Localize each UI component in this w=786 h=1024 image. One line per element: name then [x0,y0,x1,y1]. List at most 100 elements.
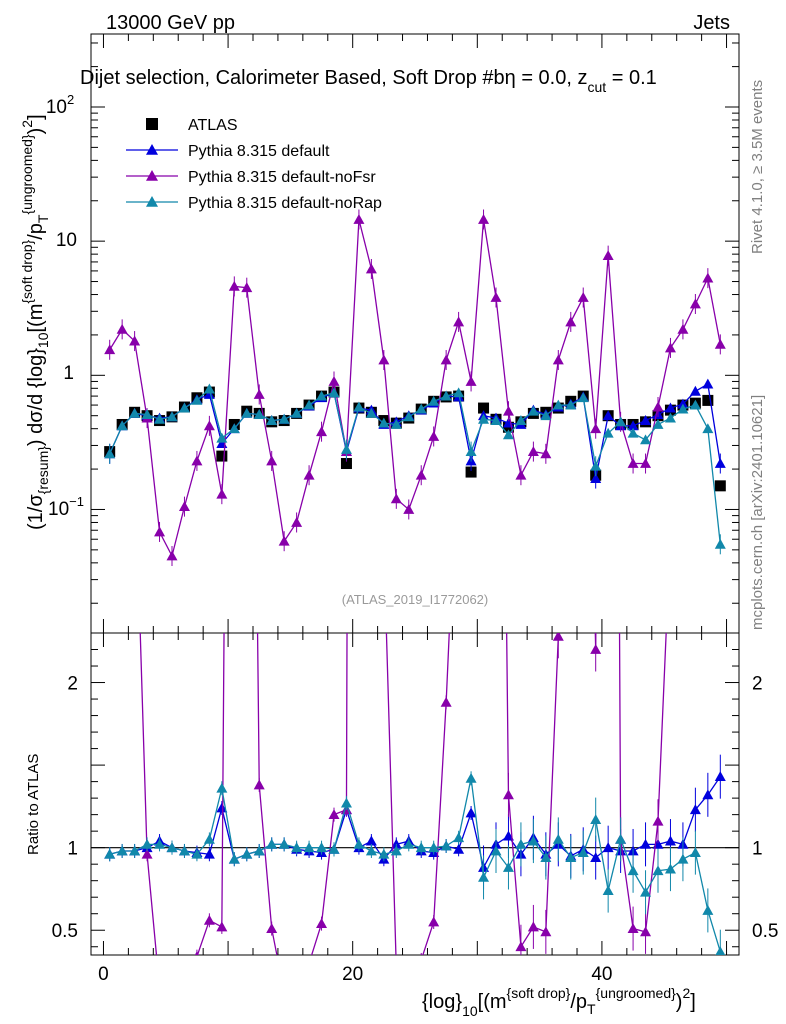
ratio-point [178,845,190,856]
data-point [266,415,278,425]
ratio-panel-series [104,99,726,1002]
ratio-point [664,835,676,846]
data-point [378,354,390,365]
data-point [627,427,639,438]
ratio-point [578,116,589,126]
ratio-point [602,842,614,853]
ratio-point [689,847,701,858]
legend: ATLAS Pythia 8.315 default Pythia 8.315 de… [126,117,382,212]
data-point [253,388,265,399]
ratio-series-pythia-8-315-default-norap [104,771,726,955]
data-point [291,516,303,527]
ratio-point [640,838,652,849]
x-tick-label: 40 [591,964,612,985]
series-pythia-8-315-default-norap [104,383,726,555]
data-point [178,402,190,413]
ratio-point [552,833,564,844]
ratio-point [353,838,365,849]
data-point [565,316,577,327]
ratio-point [378,848,390,859]
data-point [677,323,689,334]
data-point [515,415,527,425]
data-point [353,401,365,412]
y-tick-main-3-exp: 2 [67,92,74,107]
data-point [602,427,614,438]
ratio-point [465,807,477,818]
ratio-point [527,835,539,846]
ratio-point [203,833,215,844]
y-axis-label-ratio: Ratio to ATLAS [25,754,42,855]
ratio-point [690,99,701,109]
data-point [116,323,128,334]
data-point [216,488,228,499]
data-point [577,392,589,403]
ratio-point [291,842,303,853]
data-point [552,354,564,365]
x-tick-label: 0 [98,964,109,985]
tick-labels: 10−1 1 10 102 0.5 0.51 12 20 20 40 [46,92,779,985]
data-point [652,418,664,429]
legend-marker [146,170,158,181]
rivet-label: Rivet 4.1.0, ≥ 3.5M events [749,80,766,254]
ratio-point [141,838,153,849]
legend-label: ATLAS [188,117,238,134]
legend-marker [146,196,158,207]
data-point [515,469,527,480]
ratio-point [652,865,664,876]
data-point [104,448,116,459]
data-point [702,423,714,434]
ratio-point [328,843,340,854]
ratio-point [640,926,652,937]
ratio-point [415,842,427,853]
data-point [702,272,714,283]
data-point [203,420,215,431]
data-point [303,399,315,410]
y-tick-label-ratio-right: 1 [752,839,763,860]
data-point [502,405,514,416]
ratio-point [253,845,265,856]
ratio-point [365,835,377,846]
y-tick-main-2: 10 [56,230,77,251]
ratio-point [378,540,389,550]
data-point [278,535,290,546]
data-point [552,399,564,410]
ratio-point [266,838,278,849]
ratio-point [216,782,228,793]
data-point [640,458,652,468]
data-point [328,375,340,386]
axis-ticks [91,34,739,955]
ratio-point [167,992,178,1002]
title-main: Dijet selection, Calorimeter Based, Soft… [80,67,505,89]
ratio-point [577,847,589,858]
ratio-point [403,973,414,983]
data-point [502,429,514,440]
data-point [316,390,328,401]
data-point [340,458,352,470]
data-point [166,550,178,561]
ratio-point [428,842,440,853]
ratio-point [104,848,116,859]
ratio-point [129,446,140,456]
ratio-point [278,838,290,849]
data-point [490,292,502,302]
data-point [465,375,477,386]
y-tick-label-main-3: 102 [46,92,74,118]
ratio-point [316,918,328,929]
ratio-point [540,852,552,862]
ratio-point [714,771,726,782]
analysis-watermark: (ATLAS_2019_I1772062) [342,592,488,607]
data-point [689,385,701,396]
data-point [154,413,166,424]
data-point [590,460,602,471]
data-point [278,413,290,424]
ratio-point [116,845,128,856]
data-point [664,402,676,413]
ratio-point [502,789,514,800]
ratio-point [515,941,527,952]
data-point [154,526,166,537]
ratio-point [428,916,440,927]
ratio-point [652,815,664,826]
data-point [453,387,465,398]
y-tick-main-3: 10 [46,97,67,118]
